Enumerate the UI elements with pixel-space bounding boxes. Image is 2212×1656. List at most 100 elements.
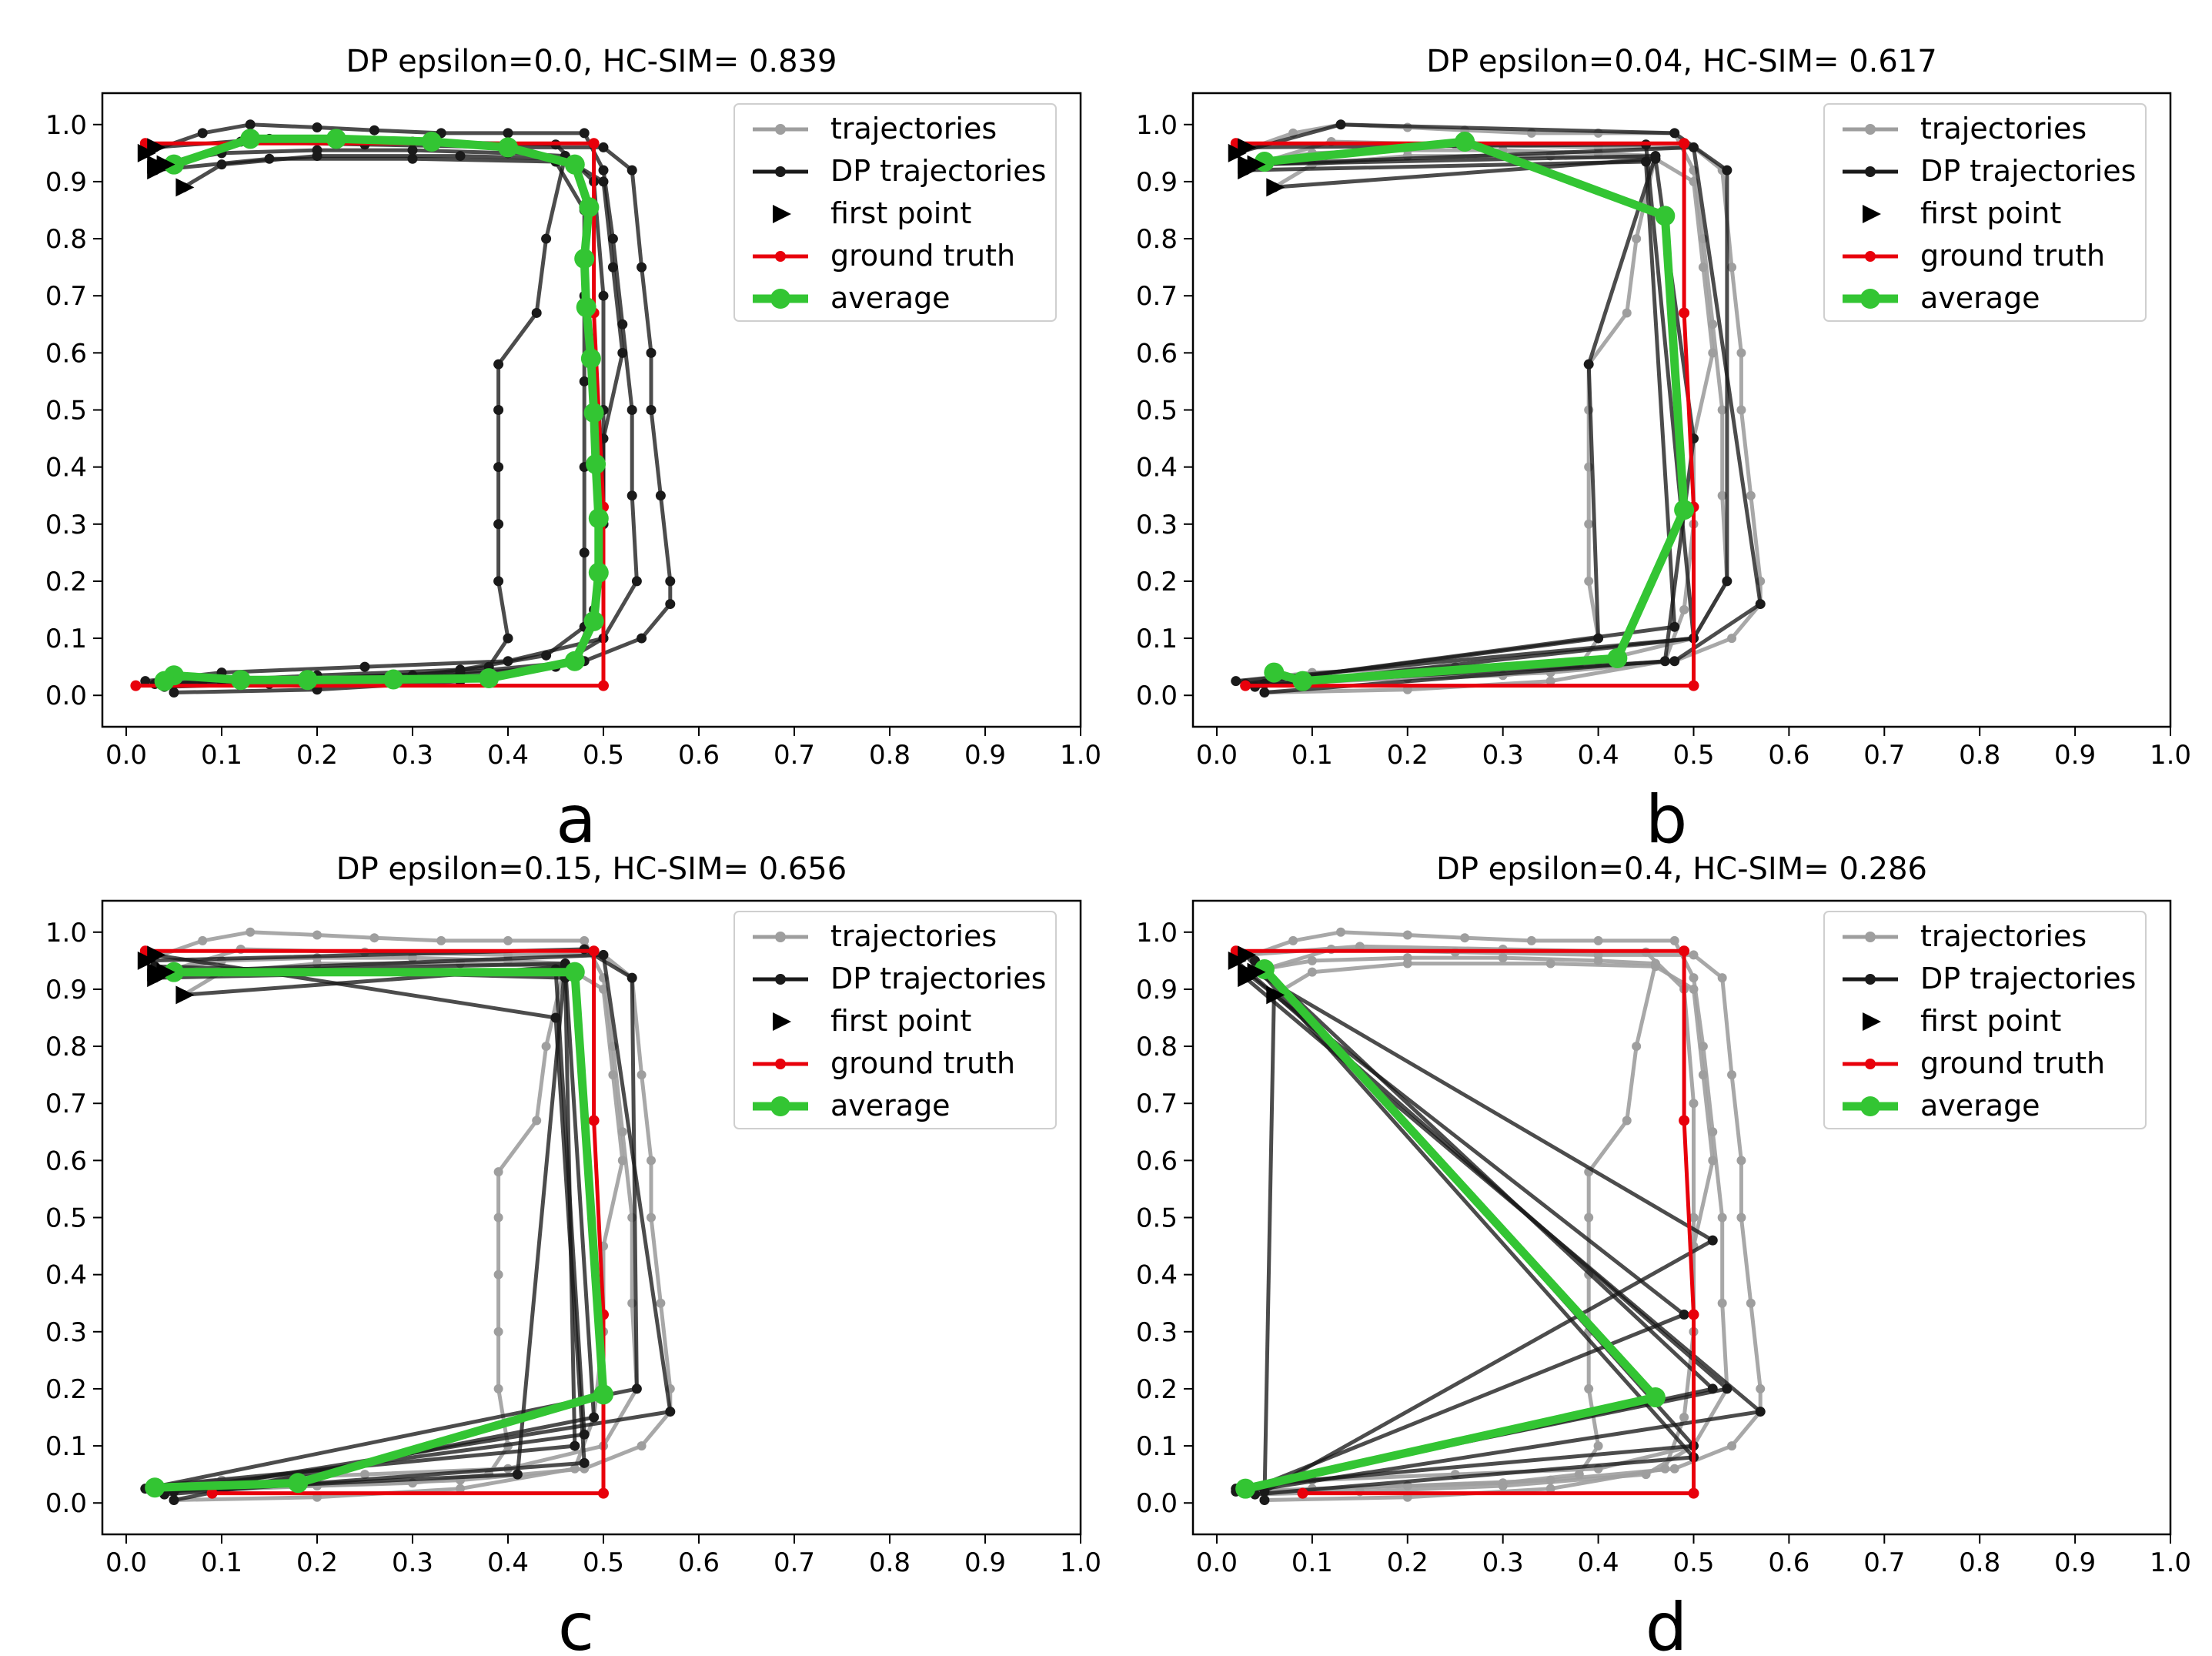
dp-trajectory-point [637, 262, 647, 273]
dp-trajectory-point [1669, 656, 1680, 667]
first-point-marker [147, 945, 166, 965]
y-tick-label: 0.4 [1136, 453, 1178, 483]
trajectory-point [1669, 1464, 1679, 1474]
legend-dp-trajectories-label: DP trajectories [830, 962, 1046, 995]
trajectory-point [1736, 1213, 1746, 1223]
dp-trajectory-point [1688, 142, 1699, 152]
average-point [583, 611, 604, 631]
trajectory-point [1708, 1156, 1718, 1166]
legend-first-point-label: first point [1920, 196, 2061, 230]
x-tick-label: 0.2 [1387, 740, 1428, 771]
axes-frame [101, 92, 1082, 728]
y-tick-label: 0.7 [45, 281, 87, 312]
y-tick-label: 0.1 [45, 1431, 87, 1462]
legend-trajectories-label: trajectories [1920, 919, 2087, 953]
first-point-marker [137, 143, 156, 162]
plot-area [1228, 927, 1766, 1506]
trajectory-point [493, 1326, 503, 1337]
x-tick-label: 0.3 [1482, 740, 1524, 771]
ground-truth-point [598, 1487, 609, 1499]
trajectory-point [1622, 1116, 1632, 1126]
dp-trajectory-point [169, 1495, 179, 1506]
trajectory-point [198, 935, 208, 945]
dp-trajectory-line [1245, 159, 1677, 686]
average-point [593, 1384, 613, 1405]
trajectory-point [1545, 676, 1555, 686]
dp-trajectory-point [617, 347, 628, 358]
trajectory-point [493, 1213, 503, 1223]
legend-dp-trajectories-marker [775, 974, 786, 985]
ground-truth-point [598, 680, 609, 691]
first-point-marker [147, 969, 166, 988]
dp-trajectory-point [1335, 119, 1346, 130]
average-point [564, 962, 585, 982]
trajectory-point [1727, 634, 1737, 644]
legend: trajectories DP trajectories first point gr… [733, 103, 1057, 322]
y-tick-label: 0.0 [1136, 681, 1178, 711]
trajectory-point [1622, 308, 1632, 318]
x-tick-label: 0.3 [392, 740, 433, 771]
legend-trajectories-marker [775, 932, 786, 942]
trajectory-point [570, 1464, 580, 1474]
trajectory-point [1679, 605, 1689, 615]
trajectory-point [493, 1167, 503, 1177]
dp-trajectory-line [173, 154, 625, 694]
trajectory-point [1736, 348, 1746, 358]
chart-panel-b: DP epsilon=0.04, HC-SIM= 0.617 0.0 0.1 0.2 0… [1136, 44, 2191, 858]
y-tick-label: 0.6 [1136, 1146, 1178, 1176]
dp-trajectory-point [312, 122, 322, 132]
y-tick-label: 0.0 [1136, 1488, 1178, 1519]
x-tick-label: 0.7 [774, 1547, 815, 1578]
dp-trajectory-point [598, 165, 609, 176]
average-point [154, 671, 175, 691]
trajectory-point [1717, 1298, 1727, 1308]
first-point-marker [175, 985, 195, 1005]
dp-trajectory-point [531, 307, 542, 318]
trajectory-point [1545, 1484, 1555, 1494]
legend: trajectories DP trajectories first point gr… [1823, 911, 2147, 1129]
y-tick-label: 0.1 [1136, 1431, 1178, 1462]
y-tick-label: 0.4 [45, 1260, 87, 1291]
legend: trajectories DP trajectories first point gr… [1823, 103, 2147, 322]
trajectory-point [1689, 176, 1699, 186]
y-tick-label: 0.8 [45, 1032, 87, 1062]
dp-trajectory-point [646, 405, 657, 415]
trajectory-point [503, 935, 513, 945]
average-line [155, 968, 608, 1492]
trajectory-point [647, 1213, 656, 1223]
dp-trajectory-point [637, 633, 647, 644]
dp-trajectory-point [627, 490, 637, 501]
x-tick-label: 0.5 [583, 740, 624, 771]
trajectory-point [1689, 973, 1699, 983]
dp-trajectory-point [216, 159, 227, 170]
dp-trajectory-point [665, 599, 676, 610]
average-point [574, 249, 595, 269]
x-tick-label: 0.9 [964, 740, 1006, 771]
dp-trajectory-point [493, 405, 504, 415]
trajectory-point [1584, 576, 1594, 586]
dp-trajectory-line [144, 122, 639, 684]
dp-trajectory-point [646, 347, 657, 358]
trajectory-point [1584, 1383, 1594, 1393]
trajectory-point [1698, 263, 1708, 273]
trajectory-point [532, 1116, 542, 1126]
x-tick-label: 0.4 [1578, 740, 1619, 771]
panel-label: d [1646, 1589, 1688, 1656]
dp-trajectory-point [1669, 621, 1680, 632]
trajectory-point [1460, 933, 1470, 943]
trajectory-point [1593, 935, 1603, 945]
trajectory-point [1727, 1441, 1737, 1451]
legend-box [733, 103, 1057, 322]
dp-trajectory-point [655, 490, 666, 501]
plot-area [130, 119, 676, 698]
trajectory-point [312, 930, 322, 940]
trajectory-point [493, 1383, 503, 1393]
trajectory-point [637, 1441, 647, 1451]
dp-trajectory-point [627, 165, 637, 176]
axes-frame [1191, 899, 2172, 1536]
y-tick-label: 0.5 [1136, 1203, 1178, 1234]
legend-ground-truth-label: ground truth [830, 239, 1015, 273]
x-tick-label: 0.3 [392, 1547, 433, 1578]
y-tick-label: 0.7 [45, 1089, 87, 1119]
dp-trajectory-point [570, 1440, 580, 1451]
